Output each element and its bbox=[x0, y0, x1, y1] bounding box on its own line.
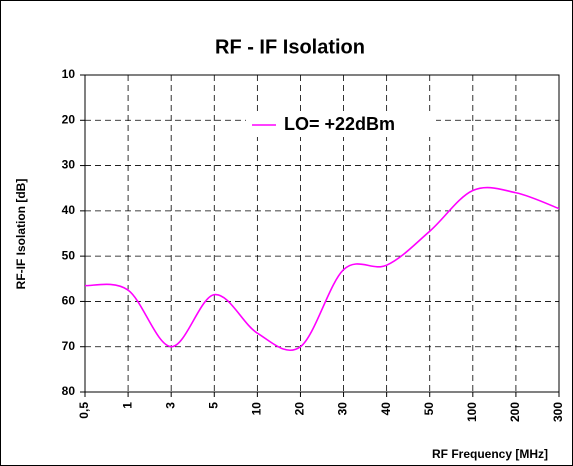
y-tick-label: 10 bbox=[62, 67, 76, 81]
y-tick-label: 30 bbox=[62, 158, 76, 172]
y-tick-label: 20 bbox=[62, 112, 76, 126]
x-tick-label: 100 bbox=[465, 402, 479, 422]
y-tick-label: 80 bbox=[62, 384, 76, 398]
y-axis-label: RF-IF Isolation [dB] bbox=[14, 179, 28, 290]
y-tick-label: 40 bbox=[62, 203, 76, 217]
x-axis-label: RF Frequency [MHz] bbox=[432, 447, 548, 461]
legend-bg bbox=[246, 113, 436, 137]
x-tick-label: 200 bbox=[508, 402, 522, 422]
x-tick-label: 30 bbox=[336, 402, 350, 416]
x-tick-label: 300 bbox=[551, 402, 565, 422]
y-tick-label: 50 bbox=[62, 248, 76, 262]
x-tick-label: 1 bbox=[120, 402, 134, 409]
x-tick-label: 20 bbox=[293, 402, 307, 416]
x-tick-label: 0,5 bbox=[77, 402, 91, 419]
y-tick-label: 70 bbox=[62, 339, 76, 353]
y-tick-label: 60 bbox=[62, 294, 76, 308]
x-tick-label: 5 bbox=[206, 402, 220, 409]
x-tick-label: 50 bbox=[422, 402, 436, 416]
legend-label: LO= +22dBm bbox=[284, 114, 395, 134]
chart-title: RF - IF Isolation bbox=[215, 36, 365, 58]
x-tick-label: 10 bbox=[250, 402, 264, 416]
x-tick-label: 3 bbox=[163, 402, 177, 409]
series-line bbox=[84, 186, 560, 352]
x-tick-label: 40 bbox=[379, 402, 393, 416]
